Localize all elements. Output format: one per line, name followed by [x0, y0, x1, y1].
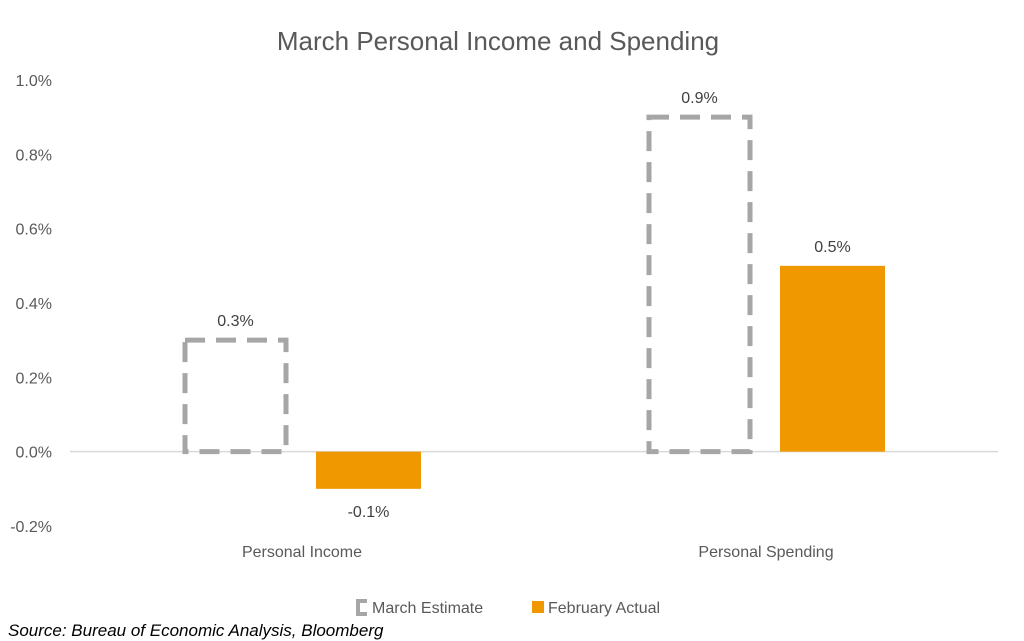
bar-february-actual — [316, 451, 421, 489]
x-tick-label: Personal Income — [242, 544, 362, 561]
y-tick-label: 0.6% — [16, 222, 52, 239]
bar-march-estimate — [646, 114, 753, 455]
y-tick-label: 0.0% — [16, 445, 52, 462]
y-tick-label: 0.2% — [16, 370, 52, 387]
y-tick-label: 0.4% — [16, 296, 52, 313]
data-label: 0.5% — [814, 239, 850, 256]
bars: 0.3% -0.1% 0.9% 0.5% — [182, 90, 885, 521]
legend-item: February Actual — [532, 600, 660, 617]
x-tick-label: Personal Spending — [698, 544, 833, 561]
y-tick-label: 1.0% — [16, 73, 52, 90]
x-axis: Personal Income Personal Spending — [242, 544, 834, 561]
y-tick-label: 0.8% — [16, 147, 52, 164]
legend-label: March Estimate — [372, 600, 483, 617]
bar-february-actual — [780, 265, 885, 452]
chart-title: March Personal Income and Spending — [277, 26, 719, 56]
legend: March Estimate February Actual — [356, 599, 660, 617]
bar-march-estimate — [182, 337, 289, 455]
y-tick-label: -0.2% — [10, 519, 52, 536]
legend-swatch — [532, 601, 544, 613]
legend-swatch-dashed — [356, 599, 367, 616]
data-label: 0.3% — [217, 313, 253, 330]
source-note: Source: Bureau of Economic Analysis, Blo… — [8, 621, 384, 640]
data-label: 0.9% — [681, 90, 717, 107]
legend-item: March Estimate — [356, 599, 483, 617]
legend-label: February Actual — [548, 600, 660, 617]
data-label: -0.1% — [348, 504, 390, 521]
